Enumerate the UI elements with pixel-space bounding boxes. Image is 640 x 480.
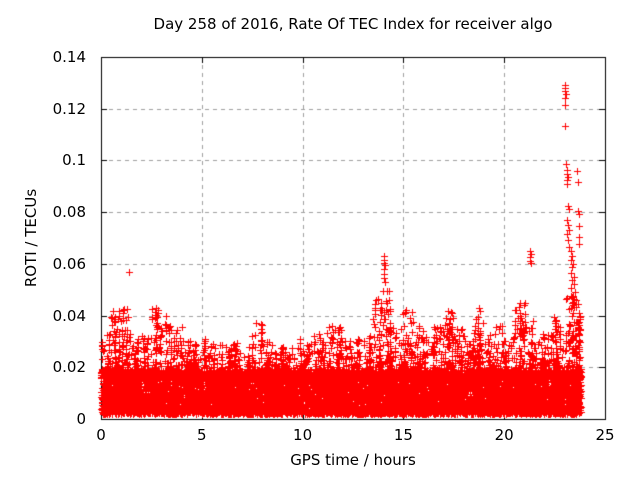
y-tick-label: 0.08 [52, 203, 86, 222]
x-tick-label: 20 [494, 426, 514, 444]
x-tick-label: 10 [293, 426, 313, 444]
x-tick-label: 5 [197, 426, 207, 444]
chart-title: Day 258 of 2016, Rate Of TEC Index for r… [153, 15, 553, 33]
x-tick-label: 15 [393, 426, 413, 444]
x-tick-label: 25 [595, 426, 615, 444]
y-tick-label: 0.06 [52, 254, 86, 273]
x-axis-label: GPS time / hours [290, 451, 416, 469]
y-tick-label: 0.04 [52, 306, 86, 325]
y-tick-label: 0 [76, 410, 86, 428]
y-tick-label: 0.14 [52, 48, 86, 66]
y-tick-label: 0.12 [52, 99, 86, 118]
x-tick-label: 0 [96, 426, 106, 444]
y-tick-label: 0.1 [62, 151, 86, 170]
y-tick-label: 0.02 [52, 358, 86, 377]
